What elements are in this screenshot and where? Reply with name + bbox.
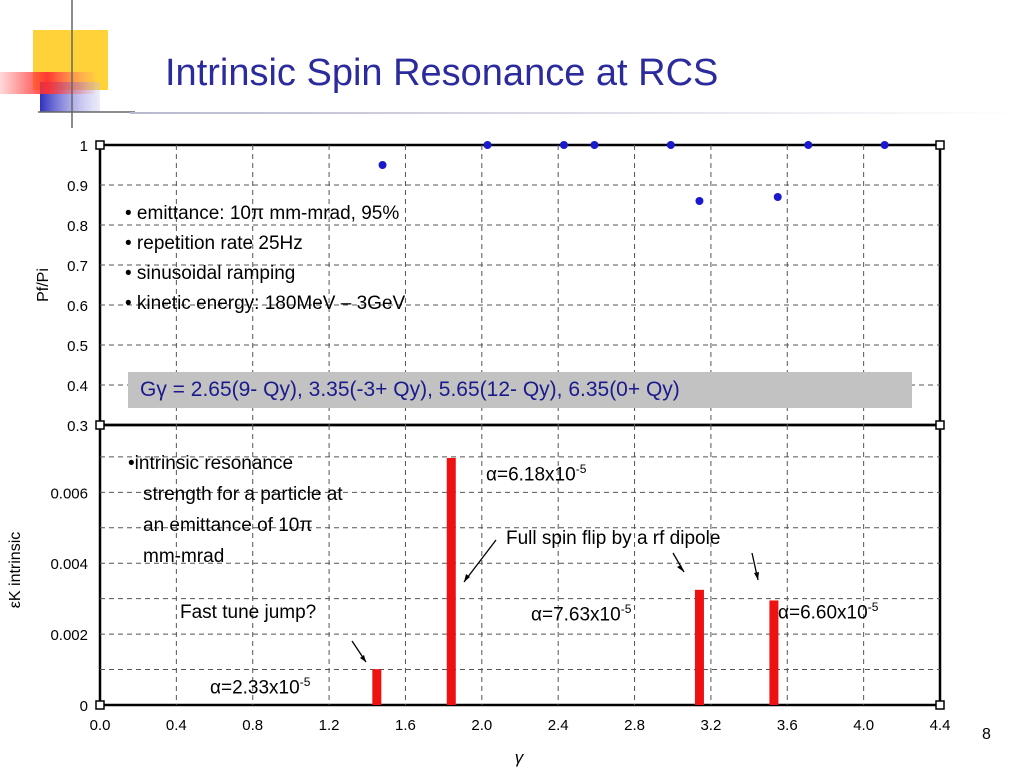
alpha-exponent: -5: [575, 462, 587, 476]
frame-corner-marker: [935, 420, 945, 430]
spin-flip-label: Full spin flip by a rf dipole: [506, 528, 721, 549]
scatter-point: [695, 197, 704, 205]
arrow-alpha-618: [463, 539, 497, 583]
title-divider: [130, 112, 1024, 114]
alpha-label-763: α=7.63x10-5: [531, 602, 631, 626]
x-axis-label: γ: [515, 748, 525, 767]
parameter-list: • emittance: 10π mm-mrad, 95% • repetiti…: [125, 199, 405, 319]
x-tick-label: 4.0: [853, 717, 874, 734]
top-y-tick-label: 0.3: [67, 418, 88, 435]
arrow-head: [360, 655, 366, 662]
arrow-head: [754, 572, 759, 580]
intrinsic-note: •intrinsic resonance strength for a part…: [128, 448, 343, 572]
x-tick-label: 3.6: [777, 717, 798, 734]
intrinsic-note-line: •intrinsic resonance: [128, 453, 294, 474]
alpha-value: α=7.63x10: [531, 604, 621, 626]
y-axis-label-bottom: εK intrinsic: [7, 532, 24, 608]
alpha-label-618: α=6.18x10-5: [486, 462, 586, 486]
alpha-exponent: -5: [299, 675, 311, 689]
x-tick-label: 0.8: [242, 717, 263, 734]
x-tick-label: 2.0: [471, 717, 492, 734]
resonance-formula-box: Gγ = 2.65(9- Qy), 3.35(-3+ Qy), 5.65(12-…: [128, 372, 912, 408]
resonance-strength-bar: [372, 669, 382, 705]
bottom-y-tick-label: 0: [80, 698, 88, 715]
x-tick-label: 2.8: [624, 717, 645, 734]
bullet-emittance: • emittance: 10π mm-mrad, 95%: [125, 203, 400, 224]
x-tick-label: 0.0: [90, 717, 111, 734]
resonance-strength-bar: [769, 600, 779, 705]
alpha-label-660: α=6.60x10-5: [778, 600, 878, 624]
x-tick-label: 0.4: [166, 717, 187, 734]
scatter-point: [378, 161, 387, 169]
alpha-exponent: -5: [867, 600, 879, 614]
bottom-plot-frame: [98, 423, 942, 707]
alpha-value: α=2.33x10: [210, 677, 300, 699]
intrinsic-note-line: mm-mrad: [143, 546, 225, 567]
arrow-head: [677, 565, 684, 572]
alpha-value: α=6.60x10: [778, 602, 868, 624]
scatter-point: [804, 141, 813, 149]
resonance-strength-bar: [446, 457, 456, 705]
y-axis-label-top: Pf/Pi: [35, 268, 52, 302]
scatter-point: [880, 141, 889, 149]
intrinsic-note-line: strength for a particle at: [143, 484, 343, 505]
frame-corner-marker: [935, 700, 945, 710]
alpha-value: α=6.18x10: [486, 464, 576, 486]
top-y-tick-label: 0.9: [67, 178, 88, 195]
top-y-tick-label: 0.6: [67, 298, 88, 315]
top-y-tick-label: 0.5: [67, 338, 88, 355]
alpha-label-233: α=2.33x10-5: [210, 675, 310, 699]
frame-corner-marker: [95, 700, 105, 710]
top-y-tick-label: 0.7: [67, 258, 88, 275]
scatter-point: [590, 141, 599, 149]
x-tick-label: 3.2: [700, 717, 721, 734]
bullet-energy: • kinetic energy: 180MeV – 3GeV: [125, 293, 406, 314]
scatter-point: [773, 193, 782, 201]
resonance-strength-bar: [694, 589, 704, 705]
slide-title: Intrinsic Spin Resonance at RCS: [165, 52, 719, 94]
top-y-tick-label: 1: [80, 138, 88, 155]
bottom-y-tick-label: 0.006: [50, 485, 88, 502]
top-y-tick-label: 0.4: [67, 378, 88, 395]
scatter-point: [666, 141, 675, 149]
top-y-tick-label: 0.8: [67, 218, 88, 235]
frame-corner-marker: [95, 140, 105, 150]
page-number: 8: [982, 726, 991, 743]
x-tick-label: 4.4: [930, 717, 951, 734]
x-tick-label: 1.2: [319, 717, 340, 734]
x-tick-label: 1.6: [395, 717, 416, 734]
bottom-y-tick-label: 0.002: [50, 627, 88, 644]
bullet-repetition: • repetition rate 25Hz: [125, 233, 303, 254]
corner-decoration: [0, 0, 135, 128]
alpha-exponent: -5: [620, 602, 632, 616]
scatter-point: [483, 141, 492, 149]
fast-tune-jump-label: Fast tune jump?: [180, 602, 317, 623]
x-tick-label: 2.4: [548, 717, 569, 734]
arrow-head: [464, 574, 470, 582]
frame-corner-marker: [95, 420, 105, 430]
bottom-y-tick-label: 0.004: [50, 556, 88, 573]
intrinsic-note-line: an emittance of 10π: [143, 515, 313, 536]
scatter-point: [559, 141, 568, 149]
bullet-ramping: • sinusoidal ramping: [125, 263, 296, 284]
frame-corner-marker: [935, 140, 945, 150]
